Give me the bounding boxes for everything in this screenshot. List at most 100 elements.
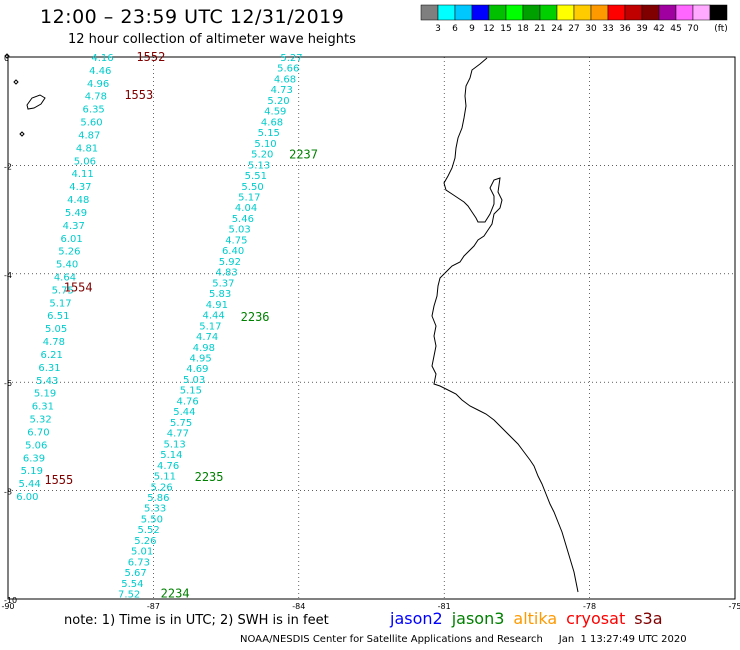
swh-value: 5.33 <box>144 504 166 515</box>
swh-value: 6.35 <box>83 105 105 116</box>
swh-value: 7.52 <box>118 590 140 601</box>
swh-value: 4.69 <box>186 364 208 375</box>
swh-value: 5.15 <box>258 128 280 139</box>
swh-value: 5.11 <box>154 472 176 483</box>
legend-swatch <box>488 4 507 21</box>
credit-line: NOAA/NESDIS Center for Satellite Applica… <box>240 634 687 645</box>
legend-label: 70 <box>687 24 699 34</box>
legend-swatch <box>658 4 677 21</box>
legend-swatch <box>505 4 524 21</box>
swh-value: 5.52 <box>138 525 160 536</box>
swh-value: 5.26 <box>58 247 80 258</box>
lat-tick-label: -8 <box>4 488 12 497</box>
swh-value: 5.54 <box>121 579 143 590</box>
swh-value: 5.51 <box>245 171 267 182</box>
legend-label: 39 <box>636 24 648 34</box>
map-subtitle: 12 hour collection of altimeter wave hei… <box>68 32 356 47</box>
swh-value: 5.86 <box>147 493 169 504</box>
swh-value: 6.51 <box>47 311 69 322</box>
swh-value: 6.31 <box>38 363 60 374</box>
legend-label: 18 <box>517 24 529 34</box>
legend-label: 42 <box>653 24 664 34</box>
lon-tick-label: -87 <box>147 602 160 611</box>
swh-value: 4.37 <box>63 221 85 232</box>
swh-value: 5.37 <box>212 278 234 289</box>
swh-value: 5.06 <box>25 440 47 451</box>
swh-value: 5.17 <box>199 321 221 332</box>
swh-value: 5.14 <box>160 450 182 461</box>
track-values: 4.16 4.46 4.96 4.78 6.35 5.604.87 4.81 5.06 4.11… <box>16 53 302 601</box>
swh-value: 6.39 <box>23 453 45 464</box>
swh-value: 5.83 <box>209 289 231 300</box>
swh-value: 5.75 <box>170 418 192 429</box>
lat-tick-label: 0 <box>4 54 9 63</box>
pass-labels: 1552 1553 2237 1554 2236 1555 2235 2234 <box>44 50 318 601</box>
swh-value: 5.40 <box>56 260 78 271</box>
legend-swatch <box>573 4 592 21</box>
lon-tick-label: -84 <box>292 602 305 611</box>
swh-value: 4.44 <box>202 311 224 322</box>
legend-swatch <box>539 4 558 21</box>
lat-tick-label: -4 <box>4 271 12 280</box>
swh-value: 5.75 <box>52 285 74 296</box>
coastline <box>431 57 579 593</box>
swh-value: 5.10 <box>254 139 276 150</box>
swh-value: 4.59 <box>264 107 286 118</box>
swh-value: 4.11 <box>71 169 93 180</box>
lon-tick-label: -75 <box>728 602 740 611</box>
lat-tick-label: -2 <box>4 162 12 171</box>
legend-swatch <box>641 4 660 21</box>
satellite-jason3: jason3 <box>451 609 505 628</box>
swh-value: 4.37 <box>69 182 91 193</box>
swh-value: 5.03 <box>183 375 205 386</box>
swh-value: 4.77 <box>167 429 189 440</box>
legend-label: 33 <box>602 24 613 34</box>
swh-value: 4.95 <box>189 353 211 364</box>
swh-value: 5.44 <box>18 479 40 490</box>
legend-swatch <box>709 4 728 21</box>
swh-value: 4.73 <box>271 85 293 96</box>
legend-label: 36 <box>619 24 631 34</box>
pass-number-label: 1553 <box>124 88 153 102</box>
swh-value: 6.73 <box>128 557 150 568</box>
footnote: note: 1) Time is in UTC; 2) SWH is in fe… <box>64 613 329 628</box>
swh-value: 5.67 <box>125 568 147 579</box>
legend-swatch <box>675 4 694 21</box>
lat-tick-label: -6 <box>4 379 12 388</box>
satellite-altika: altika <box>513 609 558 628</box>
legend-label: 6 <box>452 24 458 34</box>
legend-swatch <box>624 4 643 21</box>
swh-value: 4.74 <box>196 332 218 343</box>
swh-value: 5.26 <box>151 482 173 493</box>
swh-value: 5.05 <box>45 324 67 335</box>
swh-value: 5.32 <box>30 415 52 426</box>
swh-value: 4.04 <box>235 203 257 214</box>
swh-value: 4.76 <box>176 396 198 407</box>
swh-value: 5.13 <box>248 160 270 171</box>
swh-value: 5.66 <box>277 64 299 75</box>
swh-value: 6.31 <box>32 402 54 413</box>
pass-number-label: 2234 <box>161 587 190 601</box>
legend-swatch <box>454 4 473 21</box>
legend-label: 12 <box>483 24 494 34</box>
pass-number-label: 1554 <box>64 280 93 294</box>
pass-number-label: 1555 <box>44 473 73 487</box>
lon-tick-label: -90 <box>1 602 14 611</box>
swh-value: 5.49 <box>65 208 87 219</box>
satellite-legend: jason2 jason3 altika cryosat s3a <box>390 609 672 628</box>
satellite-cryosat: cryosat <box>566 609 626 628</box>
legend-swatch <box>607 4 626 21</box>
island-small-b <box>19 131 25 137</box>
swh-value: 5.46 <box>232 214 254 225</box>
swh-value: 5.27 <box>280 53 302 64</box>
swh-value: 5.50 <box>141 514 163 525</box>
island-small-a <box>13 79 19 85</box>
swh-value: 4.91 <box>206 300 228 311</box>
swh-value: 5.19 <box>34 389 56 400</box>
swh-value: 4.16 <box>91 53 113 64</box>
legend-swatch <box>437 4 456 21</box>
swh-value: 4.87 <box>78 130 100 141</box>
swh-value: 4.83 <box>215 268 237 279</box>
lon-tick-label: -81 <box>438 602 451 611</box>
legend-swatch <box>556 4 575 21</box>
